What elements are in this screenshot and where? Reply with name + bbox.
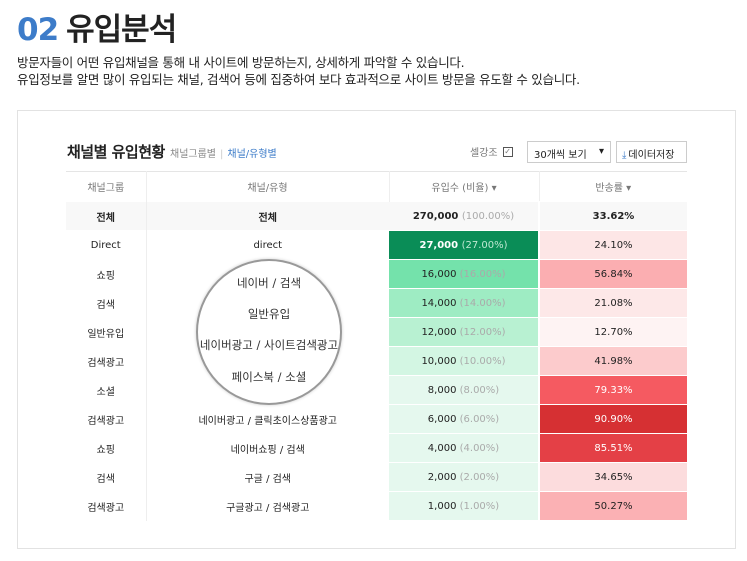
cell-group: Direct — [66, 230, 147, 260]
cell-bounce: 85.51% — [539, 433, 687, 463]
cell-type: 구글 / 검색 — [244, 473, 292, 485]
col-bounce-sort[interactable]: 반송률 ▾ — [539, 171, 687, 202]
table-row: 소셜 8,000 (8.00%) 79.33% — [66, 375, 687, 405]
cell-bounce: 21.08% — [539, 288, 687, 318]
cell-bounce: 12.70% — [539, 317, 687, 347]
tab-channel-type[interactable]: 채널/유형별 — [227, 149, 277, 160]
download-icon: ⤓ — [622, 150, 627, 161]
highlight-checkbox[interactable]: ✓ — [502, 146, 513, 157]
col-count-sort[interactable]: 유입수 (비율) ▾ — [389, 171, 540, 202]
table-row: 검색광고 10,000 (10.00%) 41.98% — [66, 346, 687, 376]
cell-count: 8,000 (8.00%) — [389, 375, 540, 405]
highlight-toggle[interactable]: 셀강조 ✓ — [470, 146, 513, 159]
table-header: 채널그룹 채널/유형 유입수 (비율) ▾ 반송률 ▾ — [66, 171, 687, 202]
inflow-table: 채널그룹 채널/유형 유입수 (비율) ▾ 반송률 ▾ 전체 전체 270,00… — [66, 171, 687, 521]
cell-type: direct — [253, 239, 283, 251]
total-row: 전체 전체 270,000 (100.00%) 33.62% — [66, 201, 687, 231]
cell-count: 14,000 (14.00%) — [389, 288, 540, 318]
cell-group: 소셜 — [66, 375, 147, 405]
page-size-select[interactable]: 30개씩 보기 ▾ — [527, 141, 611, 163]
table-row: 검색광고 구글광고 / 검색광고 1,000 (1.00%) 50.27% — [66, 491, 687, 521]
cell-group: 검색 — [66, 288, 147, 318]
cell-group: 검색광고 — [66, 404, 147, 434]
cell-group: 쇼핑 — [66, 259, 147, 289]
table-row: 쇼핑 네이버쇼핑 / 검색 4,000 (4.00%) 85.51% — [66, 433, 687, 463]
chevron-down-icon: ▾ — [598, 146, 604, 157]
cell-group: 검색광고 — [66, 346, 147, 376]
table-row: 일반유입 12,000 (12.00%) 12.70% — [66, 317, 687, 347]
cell-group: 일반유입 — [66, 317, 147, 347]
view-tabs: 채널그룹별 | 채널/유형별 — [170, 149, 277, 160]
table-row: Direct direct 27,000 (27.00%) 24.10% — [66, 230, 687, 260]
cell-bounce: 56.84% — [539, 259, 687, 289]
save-data-button[interactable]: ⤓ 데이터저장 — [616, 141, 687, 163]
cell-type: 네이버광고 / 클릭초이스상품광고 — [198, 415, 338, 427]
cell-bounce: 79.33% — [539, 375, 687, 405]
table-row: 검색광고 네이버광고 / 클릭초이스상품광고 6,000 (6.00%) 90.… — [66, 404, 687, 434]
cell-group: 쇼핑 — [66, 433, 147, 463]
tab-channel-group[interactable]: 채널그룹별 — [170, 149, 216, 160]
cell-bounce: 50.27% — [539, 491, 687, 521]
cell-count: 10,000 (10.00%) — [389, 346, 540, 376]
magnified-type: 네이버 / 검색 — [236, 276, 302, 290]
cell-count: 27,000 (27.00%) — [389, 230, 540, 260]
cell-type: 네이버쇼핑 / 검색 — [230, 444, 305, 456]
cell-bounce: 41.98% — [539, 346, 687, 376]
cell-count: 16,000 (16.00%) — [389, 259, 540, 289]
cell-count: 2,000 (2.00%) — [389, 462, 540, 492]
cell-type: 구글광고 / 검색광고 — [226, 502, 310, 514]
page-description: 방문자들이 어떤 유입채널을 통해 내 사이트에 방문하는지, 상세하게 파악할… — [17, 55, 580, 87]
cell-count: 6,000 (6.00%) — [389, 404, 540, 434]
magnifier-circle: 네이버 / 검색 일반유입 네이버광고 / 사이트검색광고 페이스북 / 소셜 — [196, 259, 342, 405]
inflow-panel: 채널별 유입현황 채널그룹별 | 채널/유형별 셀강조 ✓ 30개씩 보기 ▾ ⤓ 데이터… — [17, 110, 736, 549]
table-row: 쇼핑 16,000 (16.00%) 56.84% — [66, 259, 687, 289]
cell-bounce: 24.10% — [539, 230, 687, 260]
cell-bounce: 90.90% — [539, 404, 687, 434]
magnified-type: 일반유입 — [247, 307, 291, 321]
cell-count: 4,000 (4.00%) — [389, 433, 540, 463]
table-row: 검색 14,000 (14.00%) 21.08% — [66, 288, 687, 318]
cell-bounce: 34.65% — [539, 462, 687, 492]
magnified-type: 페이스북 / 소셜 — [231, 370, 307, 384]
cell-group: 검색 — [66, 462, 147, 492]
cell-count: 12,000 (12.00%) — [389, 317, 540, 347]
col-type: 채널/유형 — [146, 171, 390, 202]
panel-title: 채널별 유입현황 — [67, 143, 165, 161]
table-row: 검색 구글 / 검색 2,000 (2.00%) 34.65% — [66, 462, 687, 492]
cell-group: 검색광고 — [66, 491, 147, 521]
cell-count: 1,000 (1.00%) — [389, 491, 540, 521]
col-group: 채널그룹 — [66, 171, 147, 202]
magnified-type: 네이버광고 / 사이트검색광고 — [199, 338, 339, 352]
page-title: 02 유입분석 — [17, 12, 177, 48]
